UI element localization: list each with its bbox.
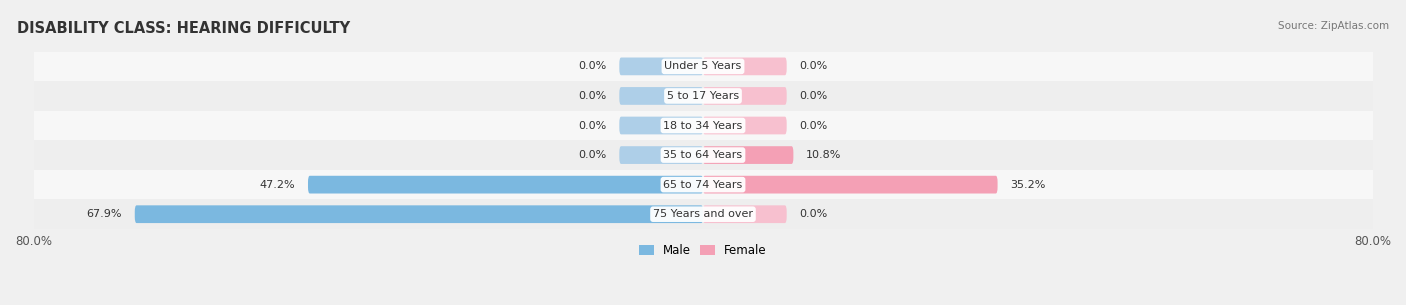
- Text: 0.0%: 0.0%: [578, 150, 607, 160]
- Text: 0.0%: 0.0%: [799, 209, 828, 219]
- Bar: [34, 140, 1372, 170]
- Text: 0.0%: 0.0%: [578, 91, 607, 101]
- Text: 0.0%: 0.0%: [799, 120, 828, 131]
- Text: 0.0%: 0.0%: [799, 91, 828, 101]
- Bar: [34, 52, 1372, 81]
- Bar: [34, 111, 1372, 140]
- Text: 5 to 17 Years: 5 to 17 Years: [666, 91, 740, 101]
- FancyBboxPatch shape: [619, 58, 703, 75]
- FancyBboxPatch shape: [703, 87, 787, 105]
- FancyBboxPatch shape: [703, 117, 787, 135]
- Text: 35.2%: 35.2%: [1010, 180, 1046, 190]
- Text: Under 5 Years: Under 5 Years: [665, 61, 741, 71]
- Text: DISABILITY CLASS: HEARING DIFFICULTY: DISABILITY CLASS: HEARING DIFFICULTY: [17, 21, 350, 36]
- FancyBboxPatch shape: [135, 205, 703, 223]
- Text: 0.0%: 0.0%: [578, 120, 607, 131]
- Text: 0.0%: 0.0%: [799, 61, 828, 71]
- FancyBboxPatch shape: [703, 58, 787, 75]
- FancyBboxPatch shape: [308, 176, 703, 193]
- FancyBboxPatch shape: [619, 117, 703, 135]
- FancyBboxPatch shape: [619, 146, 703, 164]
- Text: 75 Years and over: 75 Years and over: [652, 209, 754, 219]
- Text: 10.8%: 10.8%: [806, 150, 841, 160]
- FancyBboxPatch shape: [703, 205, 787, 223]
- Legend: Male, Female: Male, Female: [634, 240, 772, 262]
- Text: 67.9%: 67.9%: [87, 209, 122, 219]
- Text: 65 to 74 Years: 65 to 74 Years: [664, 180, 742, 190]
- Text: Source: ZipAtlas.com: Source: ZipAtlas.com: [1278, 21, 1389, 31]
- Text: 35 to 64 Years: 35 to 64 Years: [664, 150, 742, 160]
- FancyBboxPatch shape: [703, 146, 793, 164]
- Bar: [34, 81, 1372, 111]
- Text: 0.0%: 0.0%: [578, 61, 607, 71]
- Text: 18 to 34 Years: 18 to 34 Years: [664, 120, 742, 131]
- FancyBboxPatch shape: [619, 87, 703, 105]
- FancyBboxPatch shape: [703, 176, 998, 193]
- Bar: [34, 199, 1372, 229]
- Bar: [34, 170, 1372, 199]
- Text: 47.2%: 47.2%: [260, 180, 295, 190]
